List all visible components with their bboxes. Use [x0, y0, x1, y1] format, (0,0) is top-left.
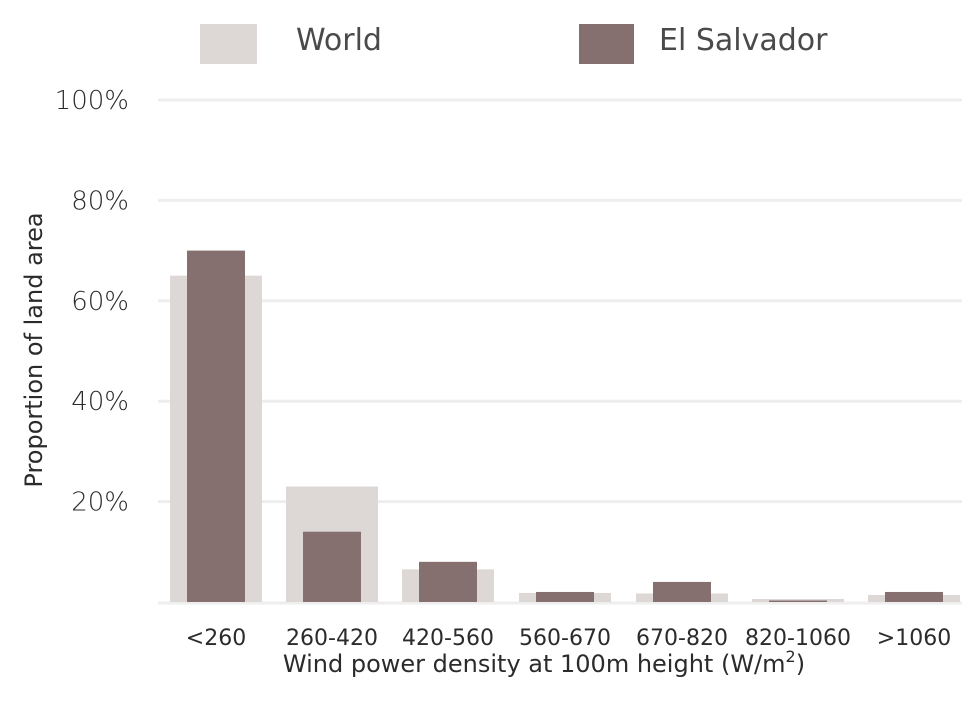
el-salvador-bar: [769, 600, 827, 602]
x-axis-ticks: <260 260-420 420-560 560-670 670-820 820-1060…: [186, 626, 951, 651]
y-axis-title: Proportion of land area: [20, 212, 48, 487]
legend-world-label: World: [296, 23, 382, 58]
el-salvador-series: [187, 250, 943, 602]
el-salvador-bar: [303, 531, 361, 602]
legend-el-salvador-label: El Salvador: [659, 23, 828, 58]
y-tick-label: 60%: [71, 287, 129, 317]
y-tick-label: 40%: [71, 387, 129, 417]
el-salvador-bar: [885, 591, 943, 602]
x-tick-label: >1060: [877, 626, 951, 651]
el-salvador-bar: [536, 591, 594, 602]
x-axis-title-main: Wind power density at 100m height (W/m: [283, 650, 786, 678]
el-salvador-bar: [419, 561, 477, 602]
x-tick-label: 420-560: [402, 626, 494, 651]
legend-world-swatch: [200, 24, 257, 64]
x-tick-label: 820-1060: [745, 626, 851, 651]
x-axis-title-end: ): [796, 650, 805, 678]
y-tick-label: 20%: [71, 488, 129, 518]
y-tick-label: 100%: [55, 86, 129, 116]
y-tick-label: 80%: [71, 186, 129, 216]
legend-el-salvador-swatch: [579, 24, 634, 64]
gridlines: [158, 98, 962, 605]
legend: World El Salvador: [200, 23, 828, 64]
x-tick-label: <260: [186, 626, 246, 651]
world-series: [170, 275, 960, 602]
el-salvador-bar: [187, 250, 245, 602]
x-axis-title-superscript: 2: [786, 647, 796, 666]
el-salvador-bar: [653, 581, 711, 602]
x-axis-title: Wind power density at 100m height (W/m2): [283, 647, 805, 678]
x-tick-label: 560-670: [519, 626, 611, 651]
y-axis-ticks: 100% 80% 60% 40% 20%: [55, 86, 129, 518]
x-tick-label: 260-420: [286, 626, 378, 651]
x-tick-label: 670-820: [636, 626, 728, 651]
